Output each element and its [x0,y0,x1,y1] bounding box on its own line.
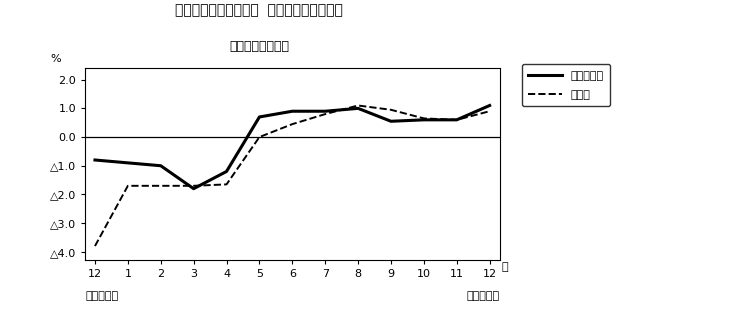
Text: 第３図　常用雇用指数  対前年同月比の推移: 第３図 常用雇用指数 対前年同月比の推移 [175,3,343,17]
Text: %: % [50,54,61,64]
Text: 平成２２年: 平成２２年 [466,291,500,301]
Text: （規模５人以上）: （規模５人以上） [229,40,289,53]
Text: 平成２１年: 平成２１年 [85,291,118,301]
Text: 月: 月 [502,262,508,272]
Legend: 調査産業計, 製造業: 調査産業計, 製造業 [522,64,610,106]
